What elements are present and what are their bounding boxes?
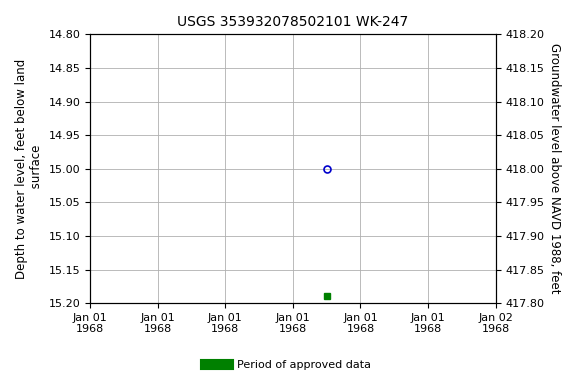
Y-axis label: Depth to water level, feet below land
 surface: Depth to water level, feet below land su… — [15, 59, 43, 279]
Legend: Period of approved data: Period of approved data — [201, 356, 375, 375]
Y-axis label: Groundwater level above NAVD 1988, feet: Groundwater level above NAVD 1988, feet — [548, 43, 561, 294]
Title: USGS 353932078502101 WK-247: USGS 353932078502101 WK-247 — [177, 15, 408, 29]
